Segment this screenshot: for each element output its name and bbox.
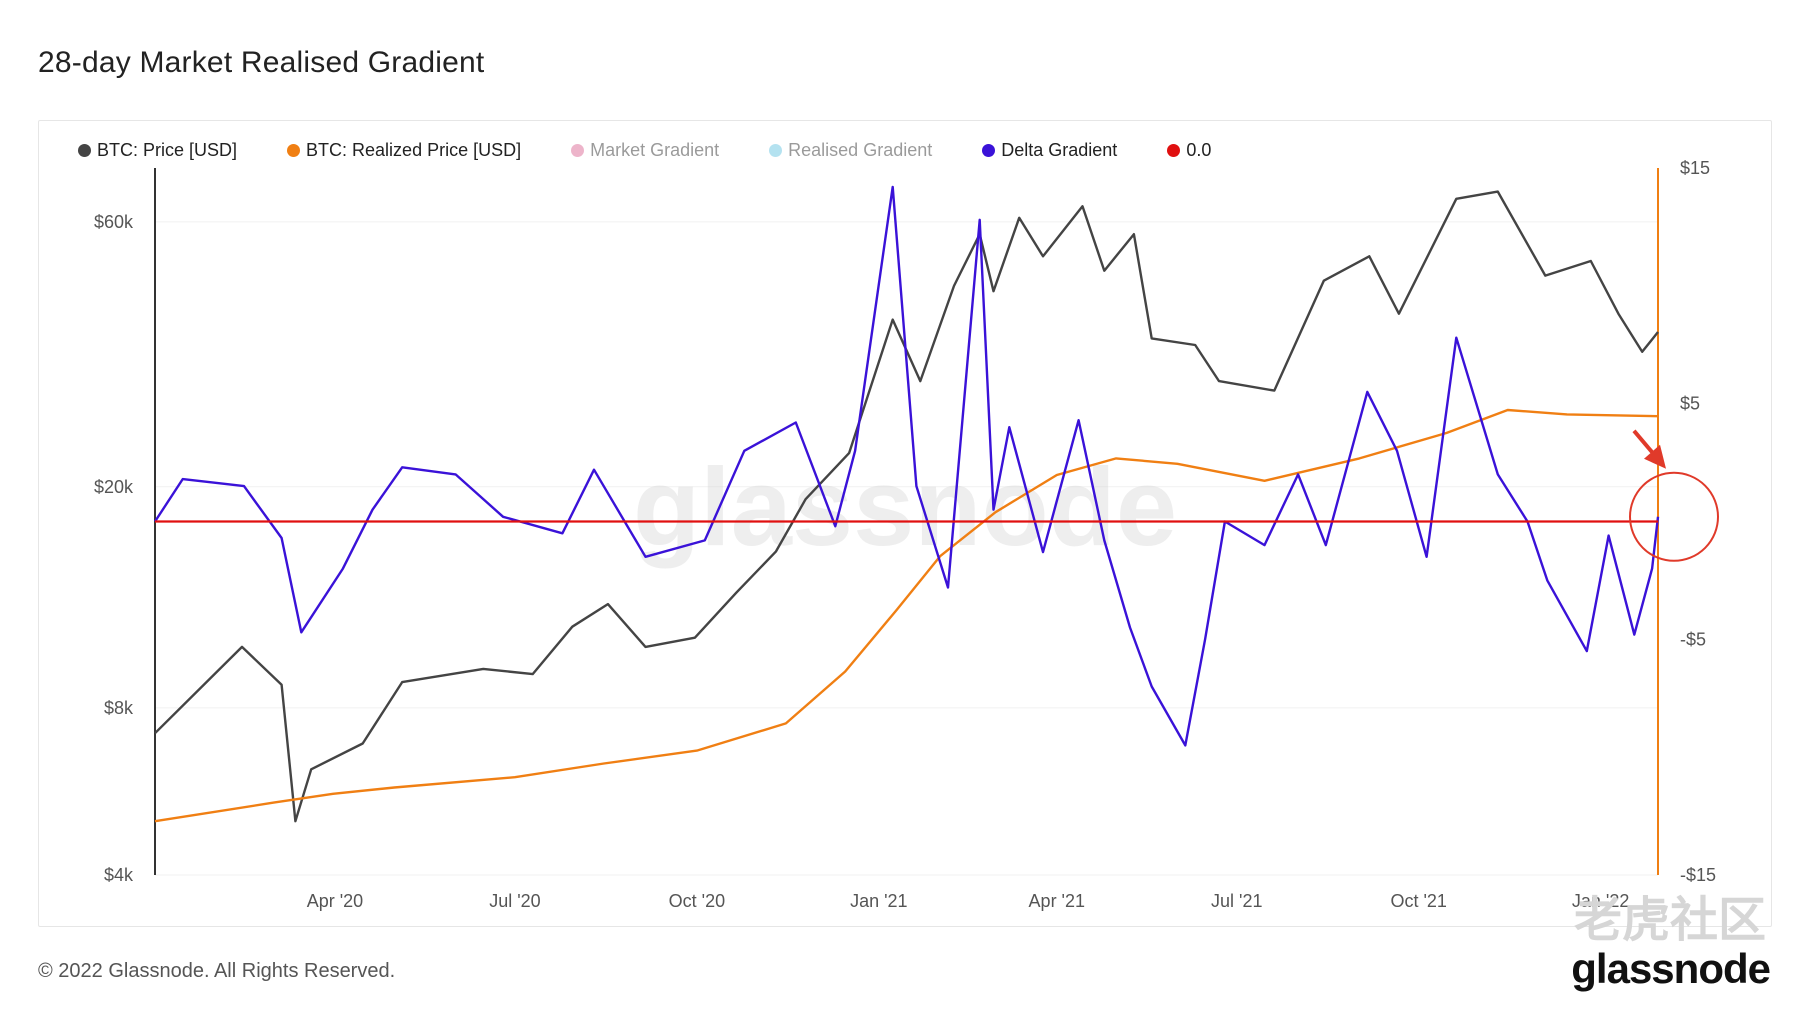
annotation-arrow-head (1644, 444, 1666, 469)
x-tick-label: Apr '20 (307, 891, 363, 911)
y-right-tick-label: $5 (1680, 394, 1700, 414)
legend-item-0[interactable]: BTC: Price [USD] (78, 140, 237, 161)
x-tick-label: Jan '22 (1572, 891, 1629, 911)
chart-panel (38, 120, 1772, 927)
y-right-tick-label: -$15 (1680, 865, 1716, 885)
x-tick-label: Jul '21 (1211, 891, 1262, 911)
y-left-tick-label: $60k (94, 212, 134, 232)
legend-dot-icon (1167, 143, 1181, 157)
legend-label: Realised Gradient (788, 139, 933, 160)
page-title: 28-day Market Realised Gradient (38, 46, 485, 79)
legend-item-1[interactable]: BTC: Realized Price [USD] (287, 140, 521, 161)
legend-label: Delta Gradient (1001, 139, 1118, 160)
y-left-tick-label: $20k (94, 477, 134, 497)
legend-label: BTC: Price [USD] (97, 139, 238, 160)
legend-dot-icon (769, 143, 783, 157)
y-left-tick-label: $4k (104, 865, 134, 885)
legend-dot-icon (982, 143, 996, 157)
overlay-watermark: 老虎社区 (1573, 894, 1766, 947)
chart-legend: BTC: Price [USD] BTC: Realized Price [USD… (78, 138, 1261, 162)
series-line-2 (153, 185, 1660, 747)
legend-item-5[interactable]: 0.0 (1167, 140, 1211, 161)
y-left-tick-label: $8k (104, 698, 134, 718)
legend-dot-icon (78, 143, 91, 157)
legend-label: 0.0 (1186, 139, 1212, 160)
x-tick-label: Oct '20 (669, 891, 725, 911)
copyright-text: © 2022 Glassnode. All Rights Reserved. (38, 960, 396, 982)
y-right-tick-label: $15 (1680, 158, 1710, 178)
legend-item-2[interactable]: Market Gradient (571, 140, 719, 161)
legend-dot-icon (571, 143, 585, 157)
x-tick-label: Apr '21 (1029, 891, 1085, 911)
legend-label: Market Gradient (590, 139, 720, 160)
legend-item-3[interactable]: Realised Gradient (769, 140, 932, 161)
x-tick-label: Jul '20 (489, 891, 540, 911)
x-tick-label: Oct '21 (1390, 891, 1446, 911)
legend-item-4[interactable]: Delta Gradient (982, 140, 1117, 161)
legend-dot-icon (287, 143, 301, 157)
series-line-1 (154, 408, 1659, 823)
annotation-circle (1629, 471, 1719, 562)
x-tick-label: Jan '21 (850, 891, 907, 911)
y-right-tick-label: -$5 (1680, 629, 1706, 649)
legend-label: BTC: Realized Price [USD] (306, 139, 522, 160)
glassnode-logo: glassnode (1571, 945, 1771, 992)
